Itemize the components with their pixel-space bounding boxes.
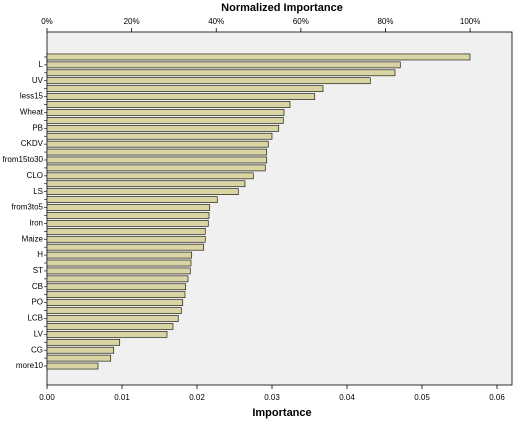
y-tick-label: ST xyxy=(33,266,43,275)
y-tick-label: Maize xyxy=(22,234,44,243)
bar xyxy=(46,307,182,314)
bar xyxy=(46,251,193,259)
x-tick-label: 0.02 xyxy=(189,393,205,402)
x-tick-label: 0.03 xyxy=(264,393,280,402)
x-axis-title: Importance xyxy=(252,407,311,419)
y-tick-label: UV xyxy=(32,76,44,85)
x-tick-label: 0.04 xyxy=(339,393,355,402)
bar xyxy=(46,196,218,203)
top-tick-label: 60% xyxy=(293,17,309,26)
bar xyxy=(46,212,210,219)
bar xyxy=(46,188,239,195)
bar xyxy=(46,243,205,251)
top-tick-label: 20% xyxy=(124,17,140,26)
bar xyxy=(46,53,471,61)
bar xyxy=(46,362,99,370)
bar xyxy=(46,338,121,346)
y-tick-label: CLO xyxy=(27,171,43,180)
bar xyxy=(46,172,254,180)
bar xyxy=(46,283,187,291)
bar xyxy=(46,235,206,243)
bar xyxy=(46,299,184,306)
top-tick-label: 40% xyxy=(208,17,224,26)
bar xyxy=(46,69,396,77)
y-tick-label: PB xyxy=(32,123,43,132)
y-tick-label: CB xyxy=(32,282,43,291)
bar xyxy=(46,140,269,148)
bar xyxy=(46,164,266,172)
y-tick-label: less15 xyxy=(20,92,44,101)
top-tick-label: 100% xyxy=(460,17,480,26)
y-tick-label: L xyxy=(39,60,44,69)
x-tick-label: 0.06 xyxy=(489,393,505,402)
top-tick-label: 80% xyxy=(377,17,393,26)
x-tick-label: 0.00 xyxy=(39,393,55,402)
bar xyxy=(46,259,192,267)
bar xyxy=(46,331,168,338)
bar xyxy=(46,148,268,156)
y-tick-label: Wheat xyxy=(20,108,44,117)
bar xyxy=(46,117,284,124)
y-tick-label: LCB xyxy=(27,314,43,323)
bar xyxy=(46,291,186,299)
top-axis-title: Normalized Importance xyxy=(221,2,343,14)
bar xyxy=(46,228,206,235)
bar xyxy=(46,77,371,85)
y-tick-label: from15to30 xyxy=(3,155,44,164)
y-tick-label: H xyxy=(37,250,43,259)
y-tick-label: LS xyxy=(33,187,43,196)
y-tick-label: more10 xyxy=(16,361,44,370)
bar xyxy=(46,180,246,188)
bar xyxy=(46,132,273,140)
bar xyxy=(46,220,209,227)
top-tick-label: 0% xyxy=(41,17,53,26)
y-tick-label: Iron xyxy=(29,218,43,227)
y-tick-label: from3to5 xyxy=(11,203,43,212)
bar xyxy=(46,315,179,322)
bar xyxy=(46,61,401,69)
y-tick-label: LV xyxy=(34,329,44,338)
y-tick-label: CKDV xyxy=(21,139,44,148)
bar xyxy=(46,85,324,92)
bar xyxy=(46,354,112,362)
x-tick-label: 0.01 xyxy=(114,393,130,402)
bar xyxy=(46,93,316,100)
bar xyxy=(46,346,115,354)
bar xyxy=(46,267,191,275)
y-tick-label: PO xyxy=(31,298,43,307)
x-tick-label: 0.05 xyxy=(414,393,430,402)
bar xyxy=(46,109,285,116)
bar xyxy=(46,156,268,164)
y-tick-label: CG xyxy=(31,345,43,354)
bar xyxy=(46,101,291,108)
bar xyxy=(46,275,189,283)
bar xyxy=(46,204,211,211)
bar xyxy=(46,124,280,132)
bar xyxy=(46,323,174,330)
